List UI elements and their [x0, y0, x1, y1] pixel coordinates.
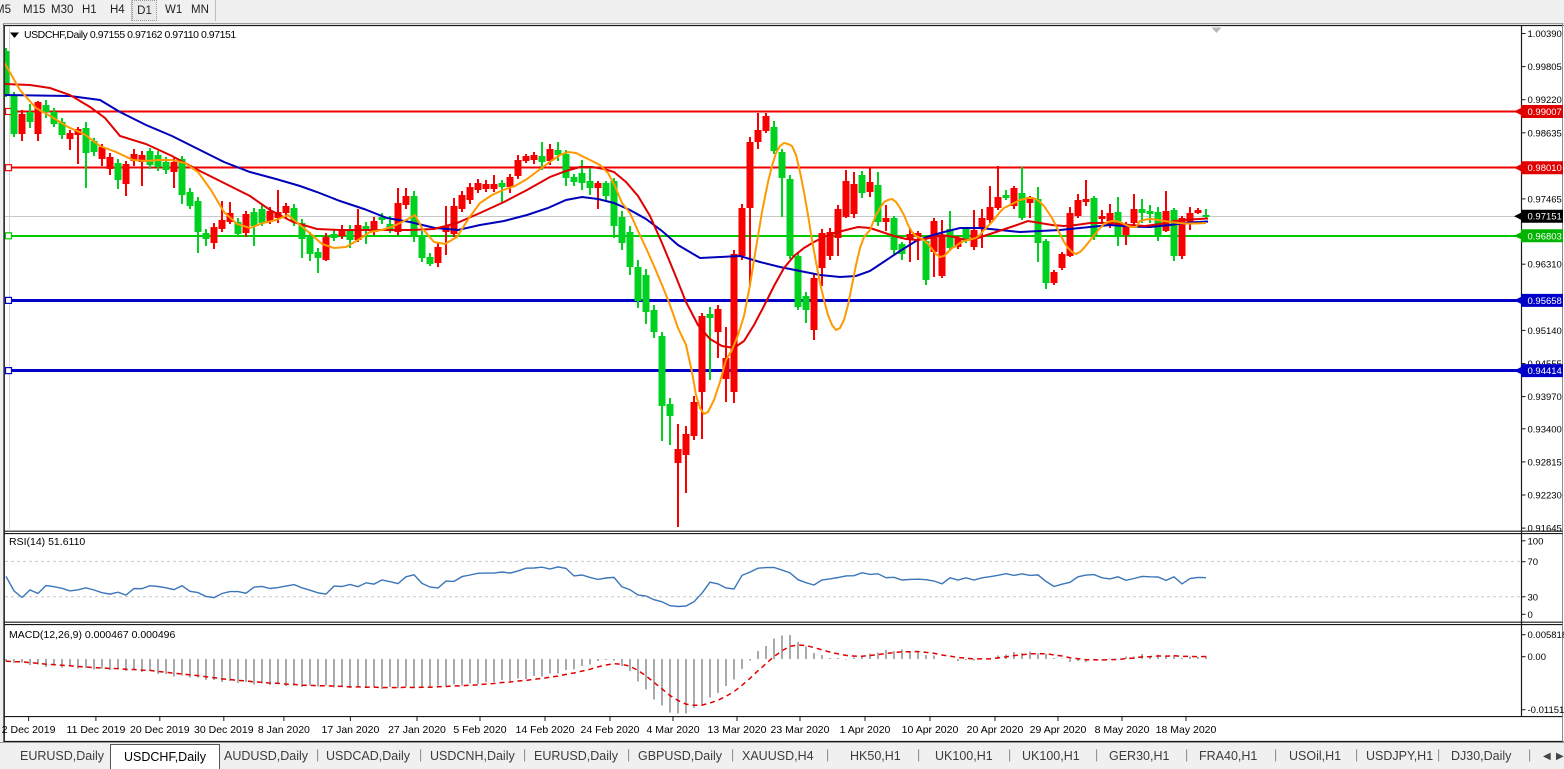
- svg-text:0.99220: 0.99220: [1528, 95, 1562, 106]
- svg-text:USDCHF,Daily 0.97155 0.97162: USDCHF,Daily 0.97155 0.97162 0.97110 0.9…: [24, 29, 236, 41]
- svg-text:20 Apr 2020: 20 Apr 2020: [967, 724, 1024, 736]
- svg-text:0.96803: 0.96803: [1528, 231, 1562, 242]
- svg-text:17 Jan 2020: 17 Jan 2020: [321, 724, 379, 736]
- svg-text:0.93400: 0.93400: [1528, 424, 1562, 435]
- svg-text:14 Feb 2020: 14 Feb 2020: [516, 724, 575, 736]
- svg-text:70: 70: [1528, 557, 1539, 568]
- svg-text:1.00390: 1.00390: [1528, 29, 1562, 40]
- svg-text:30: 30: [1528, 592, 1539, 603]
- svg-text:5 Feb 2020: 5 Feb 2020: [453, 724, 506, 736]
- svg-text:0.92815: 0.92815: [1528, 457, 1562, 468]
- svg-text:0.94414: 0.94414: [1528, 366, 1562, 377]
- svg-text:2 Dec 2019: 2 Dec 2019: [2, 724, 56, 736]
- svg-text:0.96310: 0.96310: [1528, 260, 1562, 271]
- svg-text:13 Mar 2020: 13 Mar 2020: [708, 724, 767, 736]
- svg-text:8 May 2020: 8 May 2020: [1095, 724, 1150, 736]
- svg-text:11 Dec 2019: 11 Dec 2019: [67, 724, 126, 736]
- svg-text:0.005818: 0.005818: [1528, 630, 1564, 641]
- svg-text:29 Apr 2020: 29 Apr 2020: [1030, 724, 1087, 736]
- svg-text:0.92230: 0.92230: [1528, 491, 1562, 502]
- svg-text:0.95658: 0.95658: [1528, 296, 1562, 307]
- svg-text:1 Apr 2020: 1 Apr 2020: [840, 724, 891, 736]
- svg-text:0.97151: 0.97151: [1528, 212, 1562, 223]
- svg-text:0.99805: 0.99805: [1528, 62, 1562, 73]
- svg-text:18 May 2020: 18 May 2020: [1156, 724, 1217, 736]
- svg-text:MACD(12,26,9) 0.000467 0.00049: MACD(12,26,9) 0.000467 0.000496: [9, 629, 176, 641]
- svg-text:10 Apr 2020: 10 Apr 2020: [902, 724, 959, 736]
- svg-text:4 Mar 2020: 4 Mar 2020: [646, 724, 699, 736]
- svg-text:30 Dec 2019: 30 Dec 2019: [194, 724, 254, 736]
- svg-text:23 Mar 2020: 23 Mar 2020: [771, 724, 830, 736]
- svg-text:0.91645: 0.91645: [1528, 524, 1562, 535]
- svg-text:0.00: 0.00: [1528, 652, 1547, 663]
- svg-text:27 Jan 2020: 27 Jan 2020: [388, 724, 446, 736]
- svg-text:20 Dec 2019: 20 Dec 2019: [130, 724, 190, 736]
- svg-text:0.97465: 0.97465: [1528, 194, 1562, 205]
- svg-text:100: 100: [1528, 536, 1544, 547]
- svg-text:0: 0: [1528, 610, 1533, 621]
- svg-text:0.98010: 0.98010: [1528, 163, 1562, 174]
- svg-text:0.93970: 0.93970: [1528, 392, 1562, 403]
- svg-text:0.98635: 0.98635: [1528, 128, 1562, 139]
- svg-text:0.99007: 0.99007: [1528, 107, 1562, 118]
- svg-text:-0.011514: -0.011514: [1528, 705, 1564, 716]
- svg-text:RSI(14) 51.6110: RSI(14) 51.6110: [9, 536, 85, 548]
- svg-text:24 Feb 2020: 24 Feb 2020: [581, 724, 640, 736]
- svg-text:8 Jan 2020: 8 Jan 2020: [258, 724, 310, 736]
- svg-text:0.95140: 0.95140: [1528, 326, 1562, 337]
